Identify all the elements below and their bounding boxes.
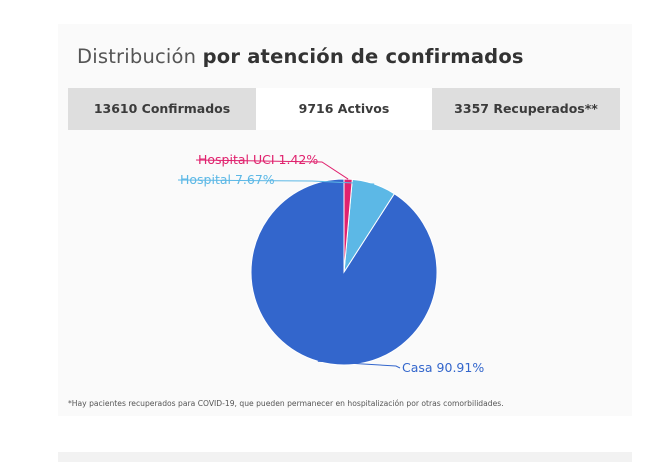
pie-chart: Casa 90.91% Hospital 7.67% Hospital UCI 1.… (177, 152, 484, 375)
tab-bar: 13610 Confirmados 9716 Activos 3357 Recu… (68, 88, 620, 130)
next-card-edge (58, 452, 632, 462)
leader-line-casa (317, 360, 401, 369)
leader-line-hospital (177, 179, 375, 185)
title-bold: por atención de confirmados (202, 45, 524, 68)
slice-label-hospital-uci: Hospital UCI 1.42% (198, 152, 318, 167)
pie-slice-hospital-uci[interactable] (343, 178, 353, 273)
tab-confirmados[interactable]: 13610 Confirmados (68, 88, 256, 130)
tab-activos[interactable]: 9716 Activos (256, 88, 432, 130)
leader-line-hospital-uci (195, 159, 349, 180)
slice-label-casa: Casa 90.91% (402, 360, 484, 375)
footnote: *Hay pacientes recuperados para COVID-19… (68, 399, 504, 408)
card-title: Distribución por atención de confirmados (77, 45, 524, 68)
tab-recuperados[interactable]: 3357 Recuperados** (432, 88, 620, 130)
title-light: Distribución (77, 45, 203, 68)
slice-label-hospital: Hospital 7.67% (180, 172, 275, 187)
distribution-card: Distribución por atención de confirmados… (58, 24, 632, 416)
